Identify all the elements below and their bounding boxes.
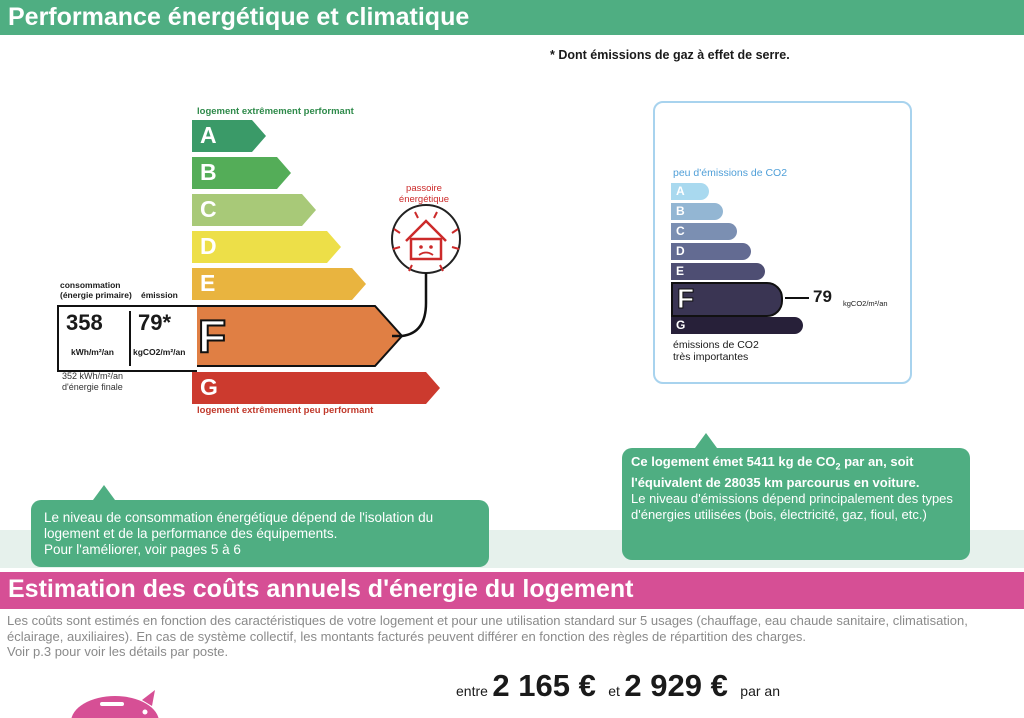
costs-details-link[interactable]: Voir p.3 pour voir les détails par poste…: [7, 644, 229, 659]
passoire-label: passoire énergétique: [398, 183, 450, 205]
ges-letter-d: D: [676, 244, 685, 258]
piggy-bank-icon: [71, 690, 159, 718]
ges-bar-g: G: [671, 317, 803, 334]
consumption-header: consommation (énergie primaire): [60, 280, 132, 300]
ges-footnote: * Dont émissions de gaz à effet de serre…: [550, 48, 790, 62]
between-label: entre: [456, 683, 488, 699]
ges-bottom-label: émissions de CO2 très importantes: [673, 339, 759, 363]
dpe-top-label: logement extrêmement performant: [197, 106, 354, 117]
passoire-icon: [391, 204, 461, 338]
consumption-emission-box: 358 kWh/m²/an 79* kgCO2/m²/an: [57, 305, 197, 372]
ges-value: 79: [813, 287, 832, 306]
section-header-costs: Estimation des coûts annuels d'énergie d…: [0, 572, 1024, 609]
section-title: Performance énergétique et climatique: [8, 3, 470, 31]
dpe-letter-b: B: [200, 159, 217, 185]
dpe-letter-g: G: [200, 374, 218, 400]
consumption-unit: kWh/m²/an: [71, 347, 114, 357]
emission-header: émission: [141, 290, 178, 300]
bubble-left-tail: [93, 485, 115, 500]
ges-letter-a: A: [676, 184, 685, 198]
ges-card: peu d'émissions de CO2 A B C D E F G 79 …: [653, 101, 912, 384]
emissions-statement-2: par an, soit l'équivalent de 28035 km pa…: [631, 454, 920, 490]
ges-top-label: peu d'émissions de CO2: [673, 167, 788, 179]
ges-letter-e: E: [676, 264, 685, 278]
bubble-right-tail: [695, 433, 717, 448]
dpe-bar-g: [192, 372, 440, 404]
ges-bar-d: D: [671, 243, 751, 260]
dpe-bottom-label: logement extrêmement peu performant: [197, 405, 374, 416]
ges-bar-a: A: [671, 183, 709, 200]
min-cost: 2 165 €: [492, 668, 596, 703]
bubble-consumption: Le niveau de consommation énergétique dé…: [31, 500, 489, 567]
ges-bar-c: C: [671, 223, 737, 240]
dpe-bar-c: [192, 194, 316, 226]
dpe-bar-d: [192, 231, 341, 263]
dpe-letter-c: C: [200, 196, 217, 222]
max-cost: 2 929 €: [624, 668, 728, 703]
final-energy-note: 352 kWh/m²/an d'énergie finale: [62, 371, 124, 392]
dpe-bar-e: [192, 268, 366, 300]
section-header-performance: Performance énergétique et climatique: [0, 0, 1024, 35]
ges-letter-g: G: [676, 318, 686, 332]
consumption-value: 358: [66, 310, 103, 335]
dpe-letter-a: A: [200, 122, 217, 148]
ges-unit: kgCO2/m²/an: [843, 299, 888, 308]
bubble-emissions: Ce logement émet 5411 kg de CO2 par an, …: [622, 448, 970, 560]
ges-bar-f: F: [671, 282, 783, 317]
ges-letter-c: C: [676, 224, 685, 238]
costs-description-text: Les coûts sont estimés en fonction des c…: [7, 613, 968, 644]
dpe-bar-a: [192, 120, 266, 152]
ges-letter-b: B: [676, 204, 685, 218]
section-title: Estimation des coûts annuels d'énergie d…: [8, 575, 634, 603]
dpe-bar-b: [192, 157, 291, 189]
dpe-letter-d: D: [200, 233, 217, 259]
dpe-letter-e: E: [200, 270, 216, 296]
emission-value: 79*: [138, 310, 172, 335]
ges-bar-b: B: [671, 203, 723, 220]
bubble-consumption-text: Le niveau de consommation énergétique dé…: [44, 510, 434, 541]
emissions-explanation: Le niveau d'émissions dépend principalem…: [631, 490, 953, 522]
costs-description: Les coûts sont estimés en fonction des c…: [7, 613, 1017, 660]
cost-estimate: entre 2 165 € et 2 929 € par an: [456, 668, 780, 704]
co2-subscript: 2: [835, 461, 841, 472]
per-year-label: par an: [740, 683, 780, 699]
dpe-scale: [192, 120, 440, 404]
dpe-letter-f: F: [197, 309, 227, 363]
ges-letter-f: F: [676, 283, 695, 315]
emissions-statement-1: Ce logement émet 5411 kg de CO: [631, 454, 836, 469]
improve-link[interactable]: Pour l'améliorer, voir pages 5 à 6: [44, 542, 241, 557]
ges-pointer-line: [785, 297, 809, 299]
ges-bar-e: E: [671, 263, 765, 280]
emission-unit: kgCO2/m²/an: [133, 347, 186, 357]
and-label: et: [608, 683, 620, 699]
